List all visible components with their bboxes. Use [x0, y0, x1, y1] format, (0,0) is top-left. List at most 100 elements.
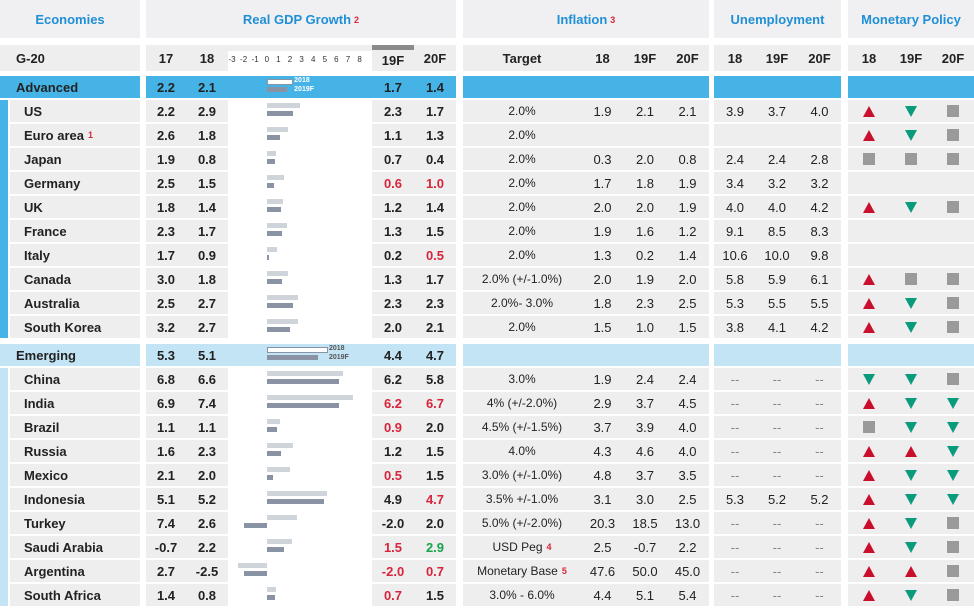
gdp-bar-cell: [228, 292, 372, 314]
country-label: China: [24, 371, 61, 387]
inflation-19f: 3.9: [624, 416, 666, 438]
mp-20f-cell: [932, 148, 974, 170]
mp-20f-cell: [932, 464, 974, 486]
gdp-20f: 0.4: [414, 148, 456, 170]
country-label: Euro area: [24, 127, 84, 143]
gdp-bar-2019f: [266, 303, 294, 308]
triangle-up-icon: [863, 397, 875, 409]
gdp-18: 1.7: [186, 220, 228, 242]
square-icon: [947, 373, 959, 385]
subheader-row: G-20 17 18 -3 -2 -1 0 1 2 3 4 5 6 7 8 19F 20F Targe…: [0, 45, 974, 71]
gdp-20f: 6.7: [414, 392, 456, 414]
country-name: China: [10, 368, 140, 390]
mp-20f-cell: [932, 584, 974, 606]
gdp-17: 6.8: [146, 368, 186, 390]
mp-19f-cell: [890, 148, 932, 170]
table-row: Euro area 1 2.6 1.8 1.1 1.3 2.0%: [0, 124, 974, 146]
gdp-19f: 2.0: [372, 316, 414, 338]
inflation-target: 4.0%: [463, 440, 581, 462]
gdp-17: 2.2: [146, 100, 186, 122]
gdp-bar-2018: [266, 419, 280, 424]
unemployment-19f: --: [756, 392, 798, 414]
unemployment-20f: 4.2: [798, 196, 841, 218]
inflation-19f: 50.0: [624, 560, 666, 582]
gdp-19f: 2.3: [372, 100, 414, 122]
table-row: France 2.3 1.7 1.3 1.5 2.0% 1.9 1.6 1.2 9.1 8.5 8.3: [0, 220, 974, 242]
triangle-up-icon: [905, 445, 917, 457]
gdp-18: 0.8: [186, 148, 228, 170]
inflation-18: 1.9: [581, 220, 624, 242]
triangle-up-icon: [863, 201, 875, 213]
inflation-18: 4.3: [581, 440, 624, 462]
target-label: Monetary Base: [477, 564, 558, 578]
inflation-20f: 3.5: [666, 464, 709, 486]
unemployment-18: 5.8: [714, 268, 756, 290]
mp-19f-cell: [890, 440, 932, 462]
scale-tick: 0: [264, 55, 270, 64]
unemployment-18: 3.4: [714, 172, 756, 194]
gdp-18: 7.4: [186, 392, 228, 414]
gdp-18: 0.9: [186, 244, 228, 266]
gdp-19f: 0.7: [372, 148, 414, 170]
square-icon: [947, 129, 959, 141]
unemployment-20f: --: [798, 584, 841, 606]
inflation-18: 20.3: [581, 512, 624, 534]
mp-18-cell: [848, 488, 890, 510]
subheader-20f: 20F: [414, 45, 456, 71]
country-name: Argentina: [10, 560, 140, 582]
gdp-bar-2018: [266, 199, 284, 204]
gdp-bar-2019f: [266, 231, 282, 236]
group-bar-2018: [266, 79, 294, 85]
subheader-17: 17: [146, 45, 186, 71]
square-icon: [863, 153, 875, 165]
square-icon: [947, 153, 959, 165]
gdp-19f: 2.3: [372, 292, 414, 314]
inflation-target: 2.0%: [463, 148, 581, 170]
unemployment-18: --: [714, 392, 756, 414]
subheader-inf-20f: 20F: [666, 45, 709, 71]
country-name: Germany: [10, 172, 140, 194]
mp-20f-cell: [932, 292, 974, 314]
gdp-19f: 0.5: [372, 464, 414, 486]
subheader-inf-19f: 19F: [624, 45, 666, 71]
inflation-20f: 1.2: [666, 220, 709, 242]
target-label: 3.0%: [508, 372, 536, 386]
gdp-bar-2018: [266, 587, 277, 592]
unemployment-19f: --: [756, 584, 798, 606]
unemployment-18: --: [714, 512, 756, 534]
mp-18-cell: [848, 100, 890, 122]
gdp-19f: 1.2: [372, 196, 414, 218]
inflation-target: 4.5% (+/-1.5%): [463, 416, 581, 438]
country-label: Italy: [24, 247, 51, 263]
unemployment-20f: 3.2: [798, 172, 841, 194]
inflation-18: 4.8: [581, 464, 624, 486]
unemployment-18: 5.3: [714, 488, 756, 510]
gdp-bar-2018: [266, 295, 299, 300]
scale-tick: 4: [310, 55, 316, 64]
inflation-19f: 2.3: [624, 292, 666, 314]
gdp-bar-2018: [266, 515, 297, 520]
gdp-20f: 1.4: [414, 196, 456, 218]
triangle-down-icon: [905, 589, 917, 601]
gdp-bar-cell: [228, 512, 372, 534]
country-name: Turkey: [10, 512, 140, 534]
inflation-19f: 3.7: [624, 392, 666, 414]
triangle-down-icon: [905, 469, 917, 481]
target-label: 2.0%: [508, 320, 536, 334]
mp-20f-cell: [932, 536, 974, 558]
gdp-bar-2019f: [266, 475, 273, 480]
country-name: Saudi Arabia: [10, 536, 140, 558]
gdp-17: 2.1: [146, 464, 186, 486]
legend-2019f: 2019F: [294, 86, 315, 93]
gdp-19f: 6.2: [372, 368, 414, 390]
group-inflation-fill: [463, 76, 709, 98]
square-icon: [905, 273, 917, 285]
inflation-18: 1.9: [581, 100, 624, 122]
country-label: Argentina: [24, 563, 85, 579]
mp-20f-cell: [932, 196, 974, 218]
country-label: South Africa: [24, 587, 101, 603]
inflation-20f: 0.8: [666, 148, 709, 170]
inflation-20f: [666, 124, 709, 146]
unemployment-18: 3.8: [714, 316, 756, 338]
gdp-bar-cell: [228, 148, 372, 170]
